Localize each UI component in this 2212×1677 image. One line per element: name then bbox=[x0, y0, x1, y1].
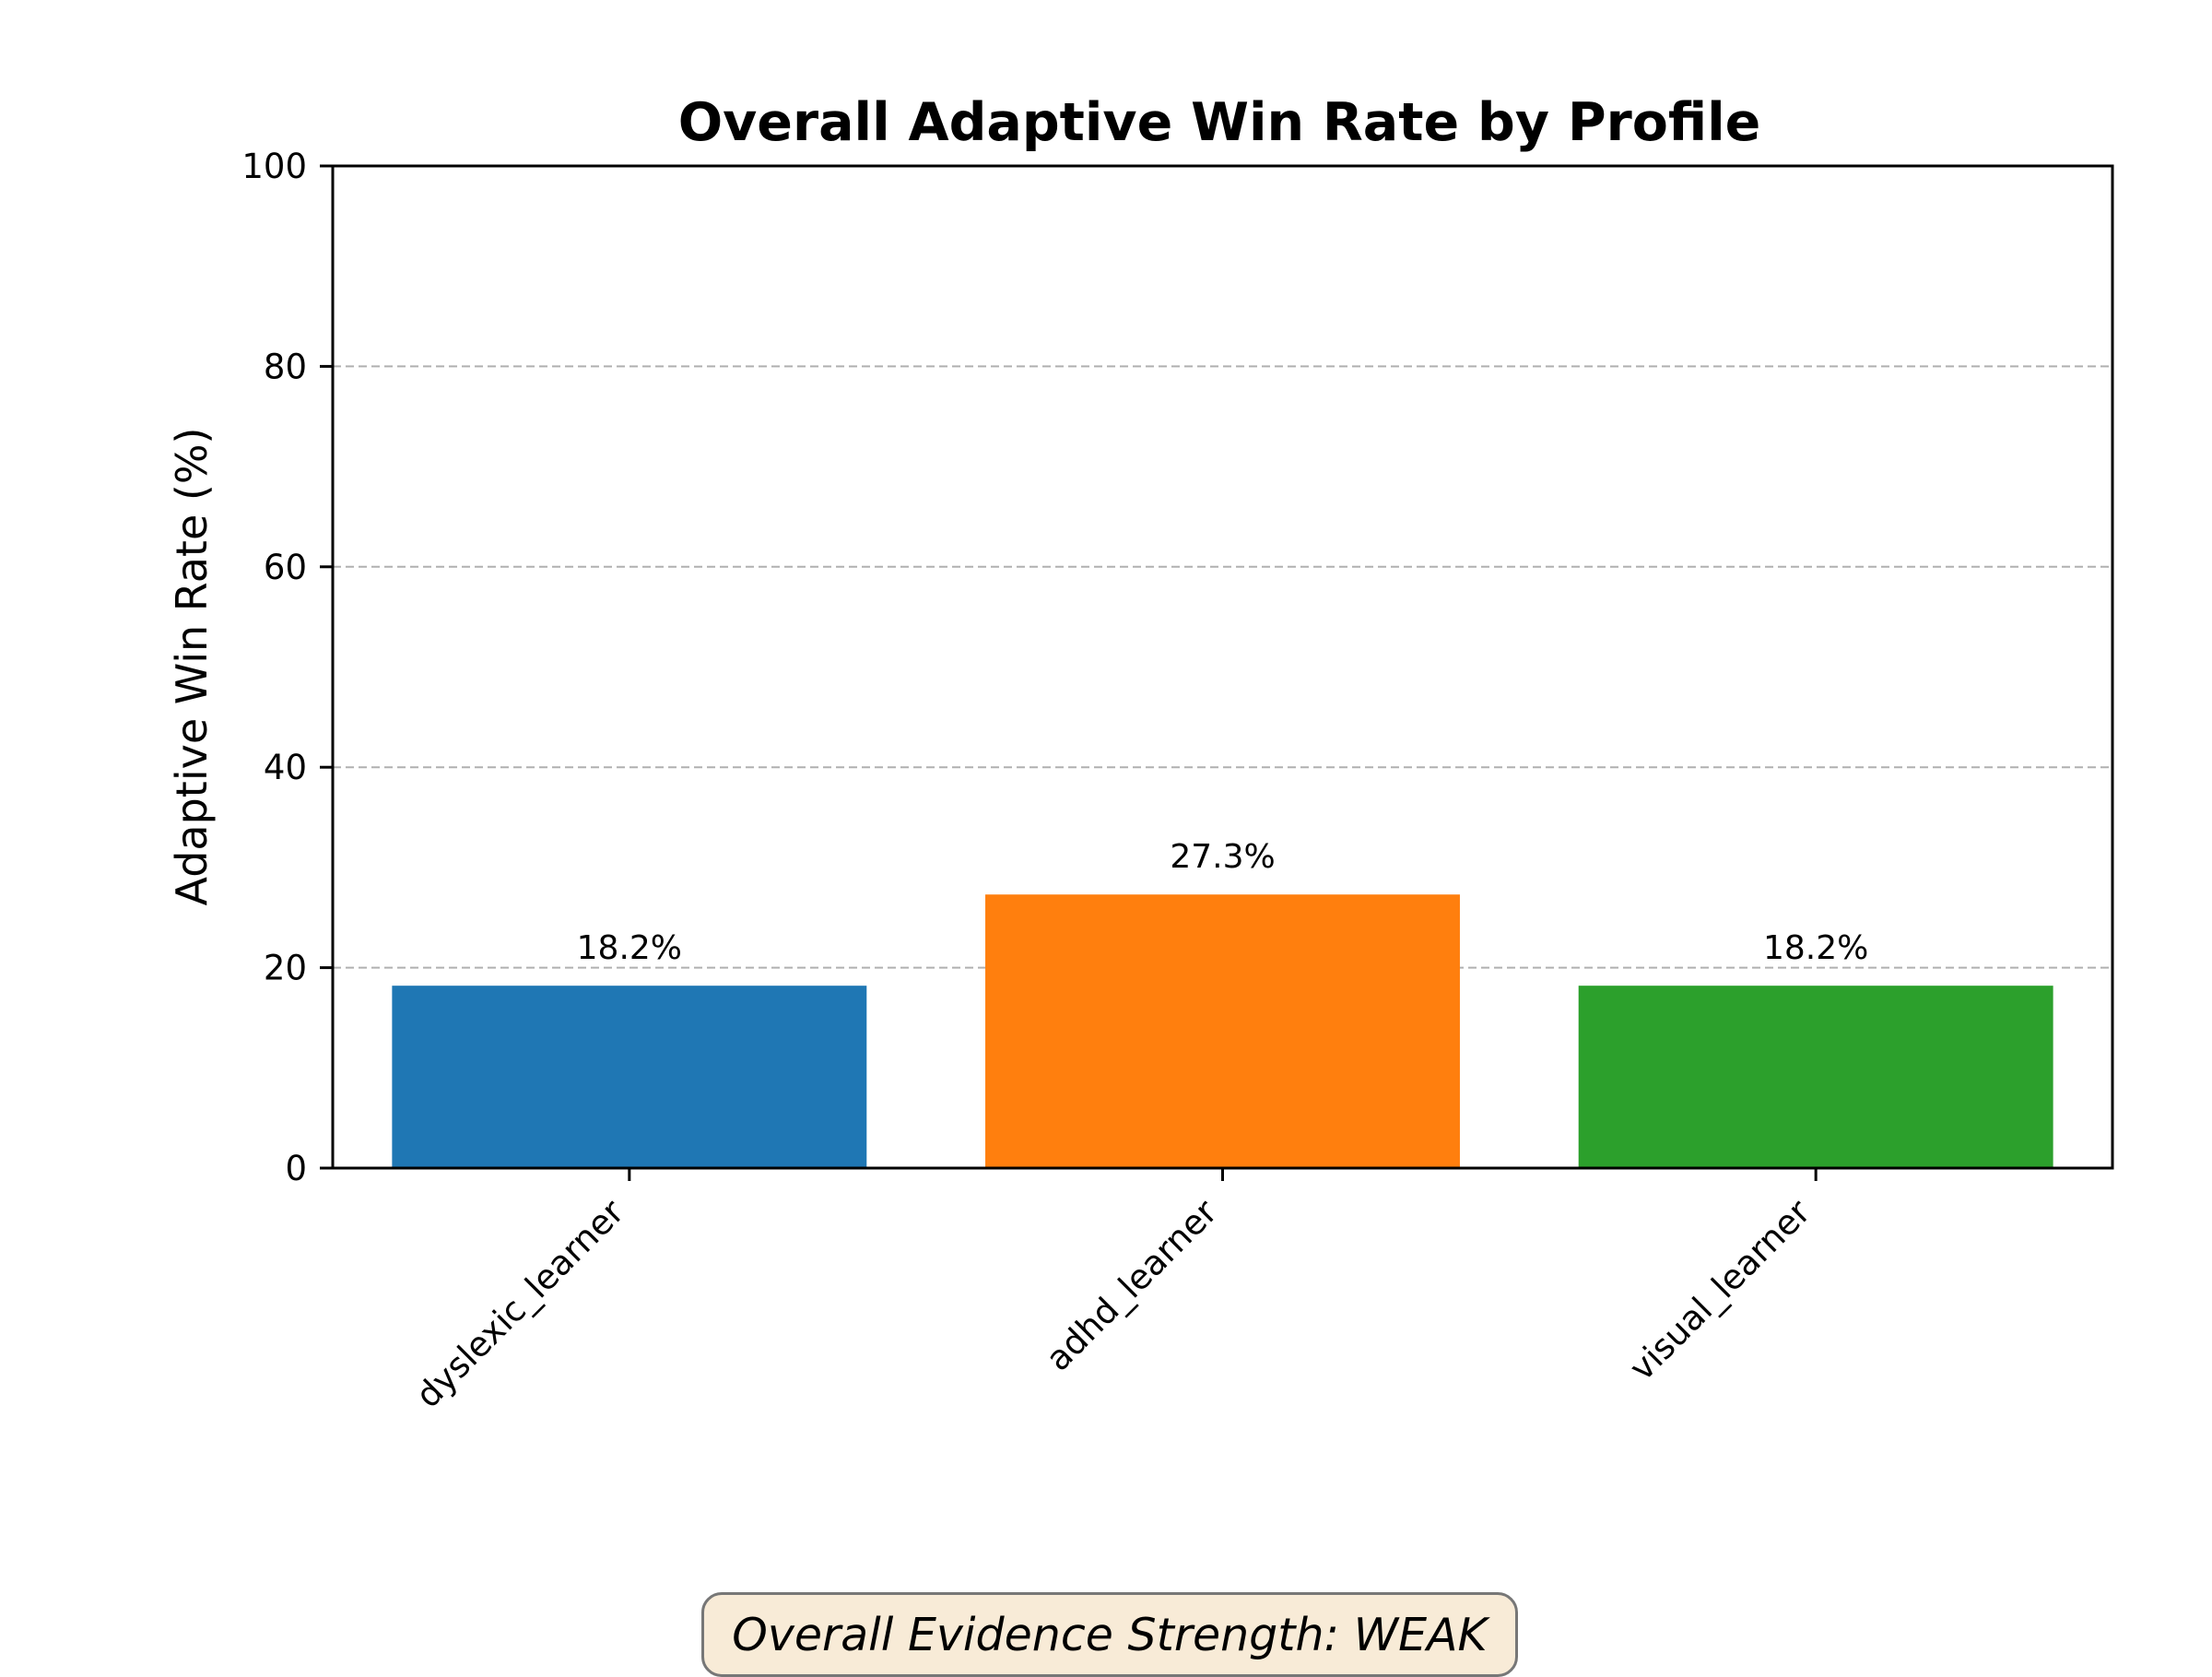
y-tick-label: 80 bbox=[264, 347, 307, 386]
bar-value-label: 18.2% bbox=[1763, 929, 1868, 967]
bar-dyslexic_learner bbox=[392, 986, 867, 1168]
bar-adhd_learner bbox=[985, 894, 1460, 1168]
x-axis-ticks: dyslexic_learner adhd_learner visual_learn… bbox=[408, 1168, 1818, 1415]
y-axis-ticks: 0 20 40 60 80 100 bbox=[241, 147, 333, 1188]
x-tick-label: adhd_learner bbox=[1038, 1191, 1225, 1378]
y-tick-label: 0 bbox=[285, 1149, 307, 1188]
bars bbox=[392, 894, 2053, 1168]
chart-title: Overall Adaptive Win Rate by Profile bbox=[678, 92, 1761, 153]
evidence-strength-badge: Overall Evidence Strength: WEAK bbox=[701, 1592, 1518, 1677]
x-tick-label: visual_learner bbox=[1622, 1191, 1818, 1388]
y-tick-label: 40 bbox=[264, 748, 307, 787]
bar-visual_learner bbox=[1578, 986, 2053, 1168]
bar-value-label: 27.3% bbox=[1170, 838, 1275, 876]
y-tick-label: 20 bbox=[264, 949, 307, 988]
y-tick-label: 60 bbox=[264, 548, 307, 587]
bar-value-label: 18.2% bbox=[577, 929, 682, 967]
grid-lines bbox=[333, 365, 2112, 969]
y-tick-label: 100 bbox=[241, 147, 307, 186]
y-axis-label: Adaptive Win Rate (%) bbox=[167, 428, 217, 906]
evidence-strength-text: Overall Evidence Strength: WEAK bbox=[732, 1608, 1488, 1661]
x-tick-label: dyslexic_learner bbox=[408, 1191, 632, 1415]
bar-value-labels: 18.2% 27.3% 18.2% bbox=[577, 838, 1869, 967]
